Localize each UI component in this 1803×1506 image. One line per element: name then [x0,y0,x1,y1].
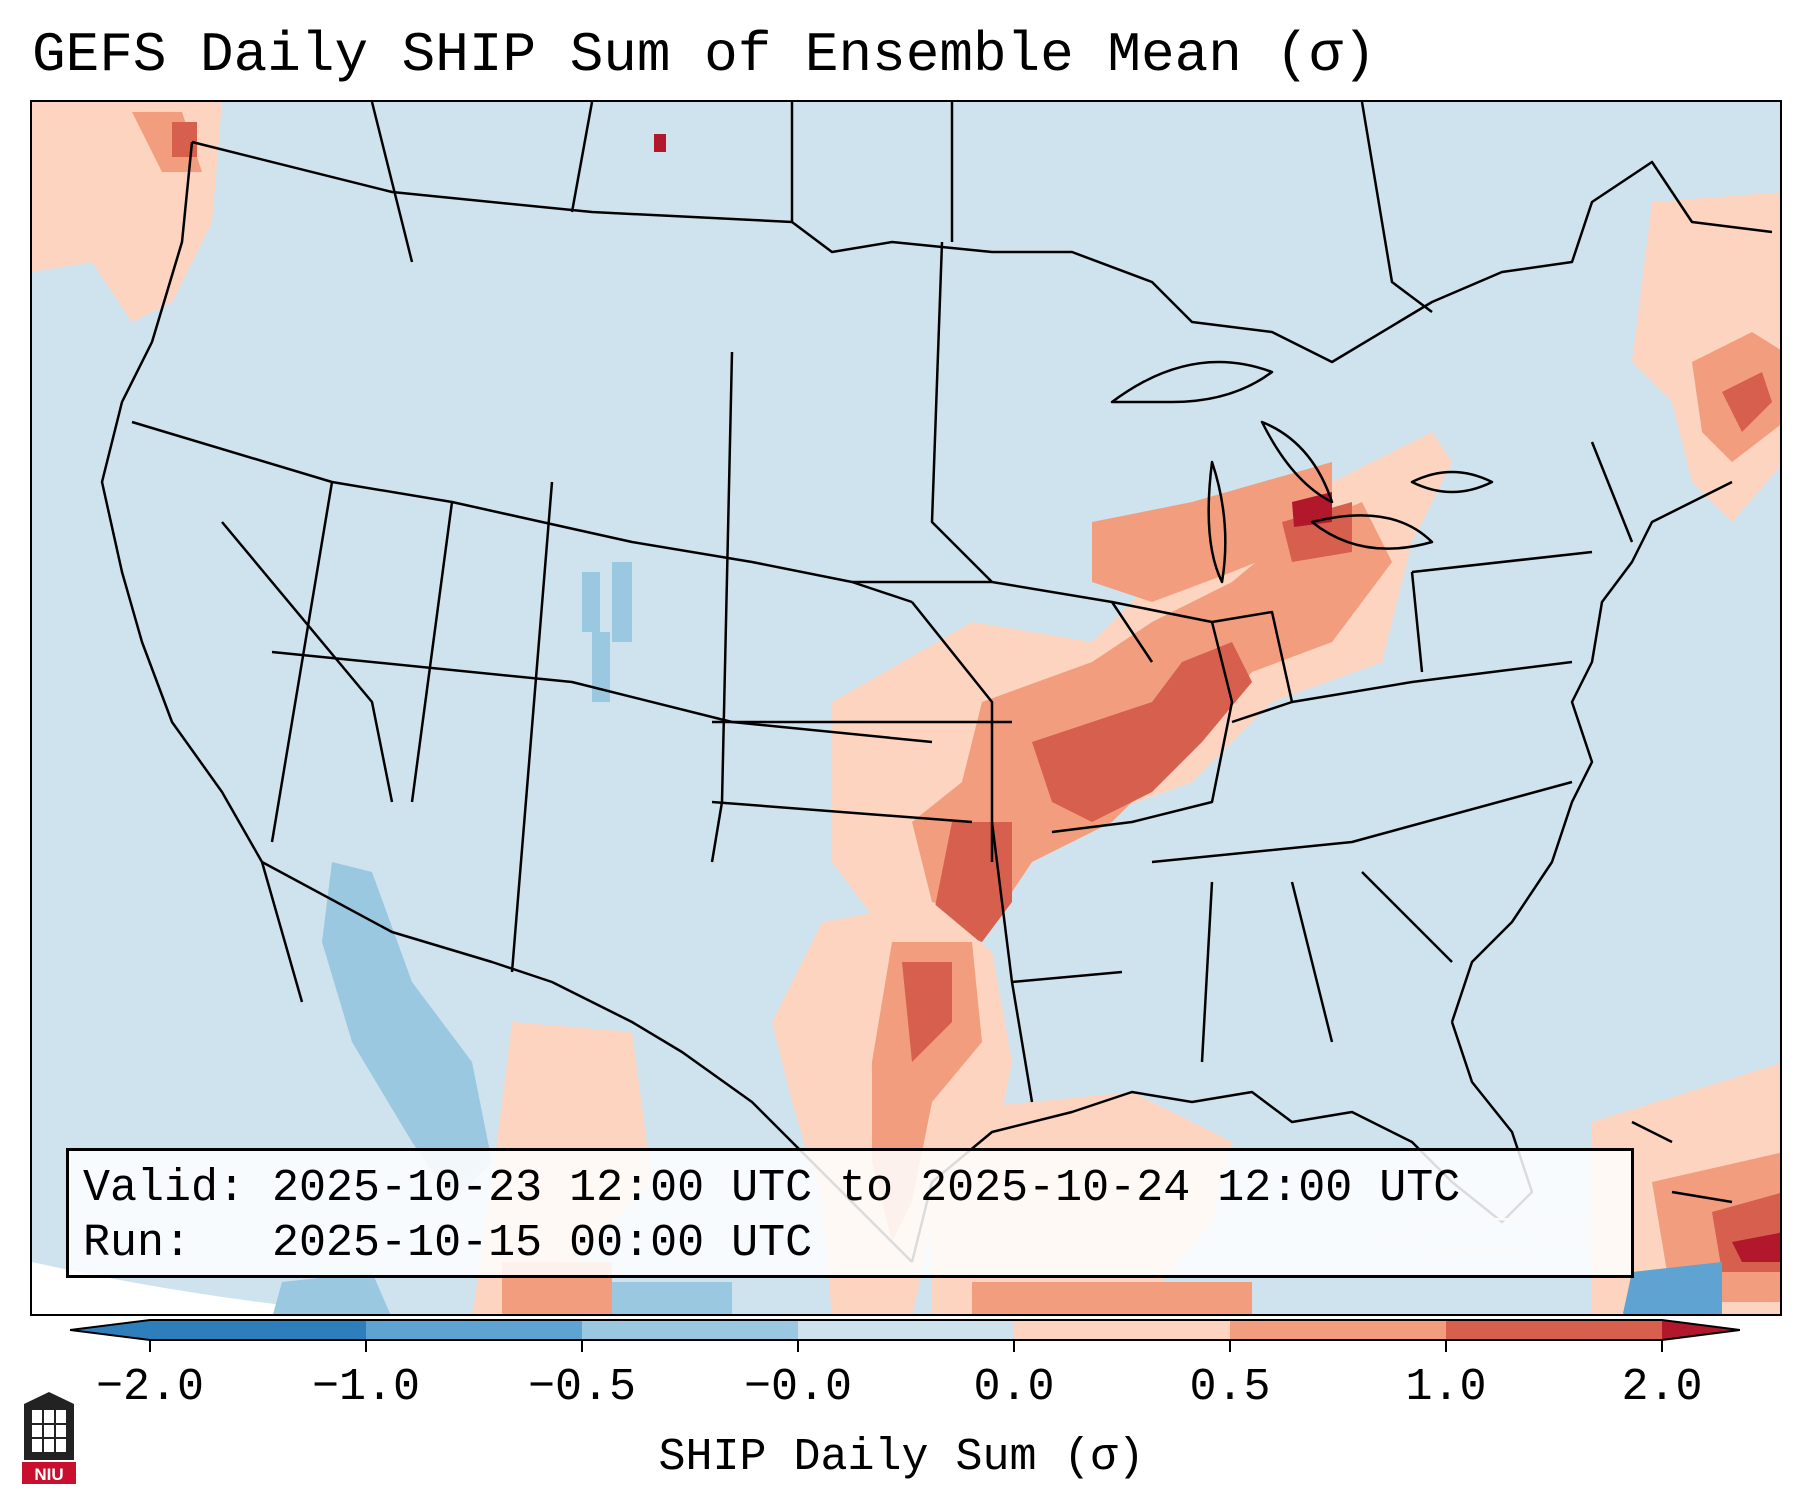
colorbar [70,1319,1740,1352]
map-panel [30,100,1782,1316]
colorbar-tick-label: −2.0 [95,1362,205,1413]
colorbar-tick-label: 0.5 [1189,1362,1271,1413]
colorbar-tick-label: 2.0 [1621,1362,1703,1413]
colorbar-tick-label: −0.0 [743,1362,853,1413]
colorbar-tick-label: −0.5 [527,1362,637,1413]
map-svg [32,102,1780,1314]
colorbar-bin [1014,1320,1230,1340]
run-value: 2025-10-15 00:00 UTC [272,1218,813,1269]
valid-label: Valid: [83,1163,246,1214]
colorbar-extend-low [70,1320,150,1340]
colorbar-bin [582,1320,798,1340]
colorbar-tick-label: −1.0 [311,1362,421,1413]
niu-logo-text: NIU [34,1465,63,1484]
valid-run-info-box: Valid: 2025-10-23 12:00 UTC to 2025-10-2… [66,1148,1634,1278]
colorbar-bin [366,1320,582,1340]
colorbar-extend-high [1662,1320,1740,1340]
valid-line: Valid: 2025-10-23 12:00 UTC to 2025-10-2… [83,1161,1631,1216]
run-line: Run: 2025-10-15 00:00 UTC [83,1216,1631,1271]
colorbar-outline [70,1319,1740,1341]
niu-logo-icon: NIU [22,1392,76,1484]
colorbar-bin [1446,1320,1662,1340]
colorbar-tick-label: 0.0 [973,1362,1055,1413]
run-label: Run: [83,1218,192,1269]
chart-title: GEFS Daily SHIP Sum of Ensemble Mean (σ) [32,23,1377,87]
valid-value: 2025-10-23 12:00 UTC to 2025-10-24 12:00… [272,1163,1461,1214]
colorbar-bin [150,1320,366,1340]
colorbar-ticks [149,1340,1663,1352]
colorbar-tick-label: 1.0 [1405,1362,1487,1413]
colorbar-label: SHIP Daily Sum (σ) [658,1432,1145,1483]
colorbar-bin [1230,1320,1446,1340]
boundaries [100,102,1773,1263]
projection-edge [32,1262,367,1314]
colorbar-bin [798,1320,1014,1340]
